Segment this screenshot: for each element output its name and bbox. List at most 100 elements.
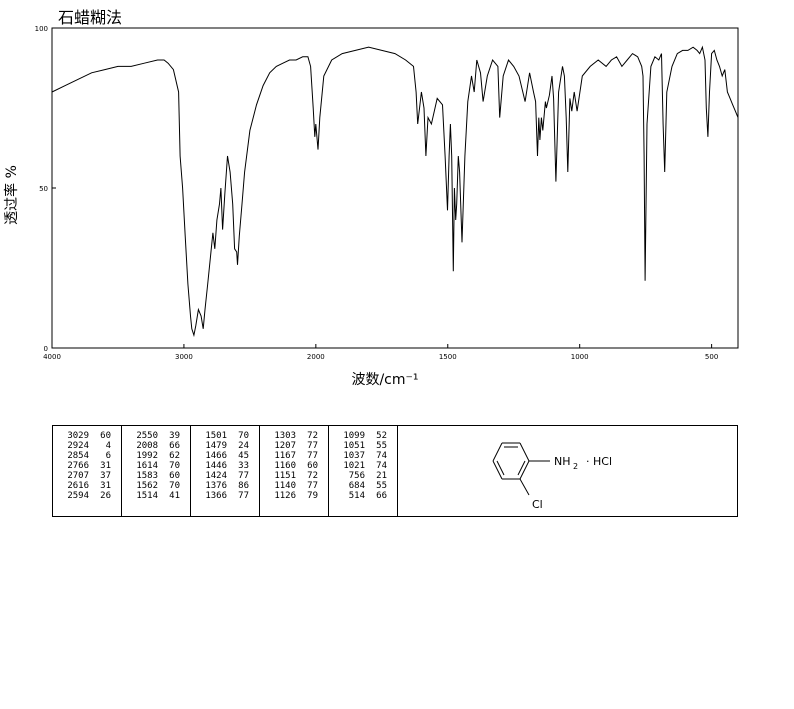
peak-transmittance: 70	[169, 481, 180, 491]
peak-row: 1479 24	[191, 441, 259, 451]
x-tick-label: 1000	[571, 353, 589, 361]
peak-wavenumber: 1424	[205, 471, 227, 481]
peak-wavenumber: 2854	[67, 451, 89, 461]
peak-transmittance: 41	[169, 491, 180, 501]
peak-wavenumber: 1583	[136, 471, 158, 481]
peak-wavenumber: 2550	[136, 431, 158, 441]
peak-wavenumber: 2924	[67, 441, 89, 451]
peak-row: 1021 74	[329, 461, 397, 471]
salt-label: · HCl	[586, 455, 612, 468]
peak-wavenumber: 1992	[136, 451, 158, 461]
peak-transmittance: 60	[307, 461, 318, 471]
peak-transmittance: 31	[100, 481, 111, 491]
peak-transmittance: 74	[376, 461, 387, 471]
peak-transmittance: 26	[100, 491, 111, 501]
peak-wavenumber: 1037	[343, 451, 365, 461]
peak-column: 3029 60 2924 4 2854 6 2766 31 2707 37 2616 31 2594 26	[53, 426, 122, 516]
peak-wavenumber: 1614	[136, 461, 158, 471]
peak-row: 1446 33	[191, 461, 259, 471]
peak-row: 514 66	[329, 491, 397, 501]
peak-row: 2854 6	[53, 451, 121, 461]
peak-transmittance: 6	[105, 451, 111, 461]
x-tick-label: 4000	[43, 353, 61, 361]
peak-transmittance: 39	[169, 431, 180, 441]
peak-transmittance: 77	[238, 491, 249, 501]
chloro-label: Cl	[532, 498, 543, 511]
peak-transmittance: 86	[238, 481, 249, 491]
peak-transmittance: 62	[169, 451, 180, 461]
peak-transmittance: 52	[376, 431, 387, 441]
x-axis-ticks: 4000 3000 2000 1500 1000 500	[43, 344, 718, 361]
peak-row: 2594 26	[53, 491, 121, 501]
peak-row: 1051 55	[329, 441, 397, 451]
peak-transmittance: 77	[238, 471, 249, 481]
peak-wavenumber: 2008	[136, 441, 158, 451]
peak-wavenumber: 2766	[67, 461, 89, 471]
peak-wavenumber: 3029	[67, 431, 89, 441]
peak-transmittance: 72	[307, 471, 318, 481]
peak-row: 1140 77	[260, 481, 328, 491]
peak-row: 1366 77	[191, 491, 259, 501]
peak-transmittance: 79	[307, 491, 318, 501]
peak-wavenumber: 1501	[205, 431, 227, 441]
peak-wavenumber: 1303	[274, 431, 296, 441]
peak-column: 1099 52 1051 55 1037 74 1021 74 756 21 684 55 514 66	[329, 426, 398, 516]
page-title: 石蜡糊法	[58, 8, 123, 27]
peak-transmittance: 72	[307, 431, 318, 441]
peak-wavenumber: 1051	[343, 441, 365, 451]
peak-wavenumber: 2594	[67, 491, 89, 501]
peak-row: 1466 45	[191, 451, 259, 461]
peak-column: 2550 39 2008 66 1992 62 1614 70 1583 60 1562 70 1514…	[122, 426, 191, 516]
benzene-ring	[492, 442, 550, 496]
peak-row: 1583 60	[122, 471, 190, 481]
peak-wavenumber: 1167	[274, 451, 296, 461]
peak-row: 1160 60	[260, 461, 328, 471]
peak-table: 3029 60 2924 4 2854 6 2766 31 2707 37 2616 31 2594 26…	[52, 425, 738, 517]
peak-transmittance: 45	[238, 451, 249, 461]
peak-row: 1501 70	[191, 431, 259, 441]
y-tick-label: 100	[35, 25, 48, 33]
chloro-bond	[519, 478, 530, 496]
peak-wavenumber: 1376	[205, 481, 227, 491]
peak-row: 1376 86	[191, 481, 259, 491]
peak-row: 1514 41	[122, 491, 190, 501]
peak-row: 1207 77	[260, 441, 328, 451]
y-axis-ticks: 0 50 100	[35, 25, 56, 353]
peak-wavenumber: 1479	[205, 441, 227, 451]
peak-row: 3029 60	[53, 431, 121, 441]
peak-wavenumber: 1126	[274, 491, 296, 501]
peak-wavenumber: 1446	[205, 461, 227, 471]
peak-row: 2550 39	[122, 431, 190, 441]
spectrum-series-line	[51, 45, 739, 338]
x-axis-label: 波数/cm⁻¹	[351, 372, 418, 388]
peak-wavenumber: 1151	[274, 471, 296, 481]
ring-bond	[492, 460, 503, 480]
x-tick-label: 3000	[175, 353, 193, 361]
ring-double-bond	[496, 460, 505, 476]
peak-transmittance: 33	[238, 461, 249, 471]
peak-wavenumber: 2707	[67, 471, 89, 481]
peak-wavenumber: 1466	[205, 451, 227, 461]
amine-subscript: 2	[573, 462, 578, 471]
ring-bond	[492, 442, 503, 462]
peak-column: 1303 72 1207 77 1167 77 1160 60 1151 72 1140 77 1126…	[260, 426, 329, 516]
ring-double-bond	[517, 460, 526, 476]
peak-row: 1126 79	[260, 491, 328, 501]
peak-wavenumber: 1099	[343, 431, 365, 441]
amine-label: NH	[554, 455, 571, 468]
y-axis-label: 透过率 %	[3, 165, 20, 225]
peak-row: 2924 4	[53, 441, 121, 451]
peak-transmittance: 24	[238, 441, 249, 451]
peak-transmittance: 77	[307, 451, 318, 461]
peak-wavenumber: 1160	[274, 461, 296, 471]
peak-row: 1099 52	[329, 431, 397, 441]
peak-row: 1424 77	[191, 471, 259, 481]
peak-wavenumber: 756	[348, 471, 365, 481]
peak-wavenumber: 1366	[205, 491, 227, 501]
peak-wavenumber: 1207	[274, 441, 296, 451]
peak-row: 1151 72	[260, 471, 328, 481]
peak-transmittance: 66	[169, 441, 180, 451]
peak-wavenumber: 1140	[274, 481, 296, 491]
ring-bond	[519, 442, 530, 462]
peak-wavenumber: 1021	[343, 461, 365, 471]
